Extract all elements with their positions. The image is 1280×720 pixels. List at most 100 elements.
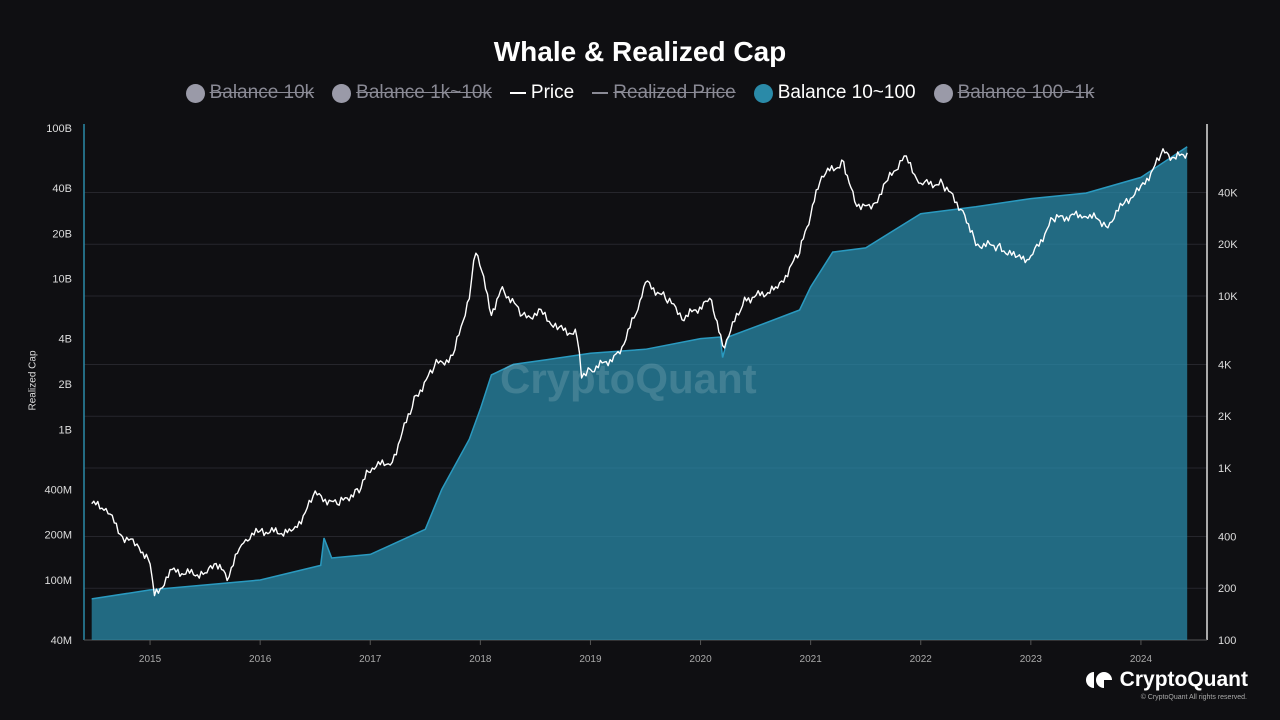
- price-point: [369, 467, 371, 469]
- x-tick-label: 2020: [689, 654, 712, 665]
- price-point: [645, 281, 647, 283]
- price-point: [501, 288, 503, 290]
- price-point: [91, 503, 93, 505]
- legend-item-realized-price[interactable]: Realized Price: [592, 82, 736, 104]
- balance-point: [755, 326, 757, 328]
- balance-point: [832, 251, 834, 253]
- left-tick-label: 20B: [52, 228, 72, 240]
- legend-item-balance-10-100[interactable]: Balance 10~100: [753, 82, 916, 104]
- left-tick-label: 2B: [59, 379, 72, 391]
- x-tick-label: 2023: [1020, 654, 1043, 665]
- copyright: © CryptoQuant All rights reserved.: [1140, 694, 1247, 701]
- price-point: [468, 295, 470, 297]
- price-point: [1140, 188, 1142, 190]
- price-point: [683, 316, 685, 318]
- balance-point: [320, 564, 322, 566]
- price-point: [581, 373, 583, 375]
- legend-label: Realized Price: [613, 82, 736, 103]
- legend: Balance 10k Balance 1k~10k Price Realized P…: [0, 82, 1280, 104]
- price-point: [153, 595, 155, 597]
- legend-item-price[interactable]: Price: [509, 82, 575, 104]
- balance-point: [722, 356, 724, 358]
- balance-point: [727, 336, 729, 338]
- x-tick-label: 2017: [359, 654, 382, 665]
- left-tick-label: 400M: [44, 484, 72, 496]
- balance-point: [331, 557, 333, 559]
- price-point: [744, 299, 746, 301]
- left-tick-label: 40M: [51, 635, 72, 647]
- left-tick-label: 4B: [59, 334, 72, 346]
- price-point: [1186, 152, 1188, 154]
- price-point: [942, 183, 944, 185]
- x-tick-label: 2024: [1130, 654, 1153, 665]
- price-point: [523, 316, 525, 318]
- balance-point: [323, 537, 325, 539]
- x-tick-label: 2019: [579, 654, 602, 665]
- cryptoquant-logo: CryptoQuant: [1084, 668, 1248, 692]
- balance-point: [589, 352, 591, 354]
- price-point: [171, 571, 173, 573]
- balance-point: [810, 286, 812, 288]
- price-point: [226, 577, 228, 579]
- price-point: [854, 201, 856, 203]
- price-point: [1030, 257, 1032, 259]
- price-point: [1123, 201, 1125, 203]
- price-point: [777, 288, 779, 290]
- price-line: [91, 148, 1188, 597]
- right-tick-label: 10K: [1218, 291, 1238, 303]
- price-point: [490, 312, 492, 314]
- legend-line-icon: [509, 92, 526, 94]
- balance-10-100-area: [91, 146, 1188, 641]
- balance-point: [479, 408, 481, 410]
- balance-point: [975, 206, 977, 208]
- price-point: [149, 562, 151, 564]
- price-point: [204, 574, 206, 576]
- balance-point: [545, 359, 547, 361]
- balance-point: [149, 589, 151, 591]
- balance-point: [1085, 192, 1087, 194]
- logo-text: CryptoQuant: [1119, 668, 1248, 691]
- x-tick-label: 2021: [800, 654, 823, 665]
- right-tick-label: 40K: [1218, 187, 1238, 199]
- price-point: [887, 179, 889, 181]
- right-tick-label: 100: [1218, 635, 1236, 647]
- legend-item-balance-1k-10k[interactable]: Balance 1k~10k: [332, 82, 492, 104]
- legend-item-balance-10k[interactable]: Balance 10k: [185, 82, 314, 104]
- price-point: [821, 175, 823, 177]
- balance-point: [1186, 146, 1188, 148]
- legend-item-balance-100-1k[interactable]: Balance 100~1k: [933, 82, 1094, 104]
- price-point: [452, 356, 454, 358]
- price-point: [259, 530, 261, 532]
- price-point: [556, 327, 558, 329]
- price-point: [336, 504, 338, 506]
- price-point: [1107, 224, 1109, 226]
- legend-dot-icon: [753, 83, 773, 103]
- left-tick-label: 100M: [44, 575, 72, 587]
- price-point: [358, 488, 360, 490]
- price-point: [997, 245, 999, 247]
- price-point: [105, 508, 107, 510]
- left-tick-label: 200M: [44, 530, 72, 542]
- price-point: [138, 545, 140, 547]
- price-point: [314, 494, 316, 496]
- legend-dot-icon: [332, 83, 352, 103]
- balance-point: [512, 363, 514, 365]
- price-point: [639, 303, 641, 305]
- balance-point: [259, 579, 261, 581]
- price-point: [617, 355, 619, 357]
- balance-point: [490, 374, 492, 376]
- price-point: [1052, 218, 1054, 220]
- balance-point: [1140, 176, 1142, 178]
- legend-label: Price: [530, 82, 575, 103]
- right-tick-label: 1K: [1218, 463, 1232, 475]
- price-point: [540, 312, 542, 314]
- price-point: [843, 161, 845, 163]
- legend-line-icon: [592, 92, 609, 94]
- x-tick-label: 2015: [139, 654, 162, 665]
- balance-point: [700, 338, 702, 340]
- balance-point: [468, 438, 470, 440]
- price-point: [576, 333, 578, 335]
- right-tick-label: 4K: [1218, 359, 1232, 371]
- price-point: [1173, 158, 1175, 160]
